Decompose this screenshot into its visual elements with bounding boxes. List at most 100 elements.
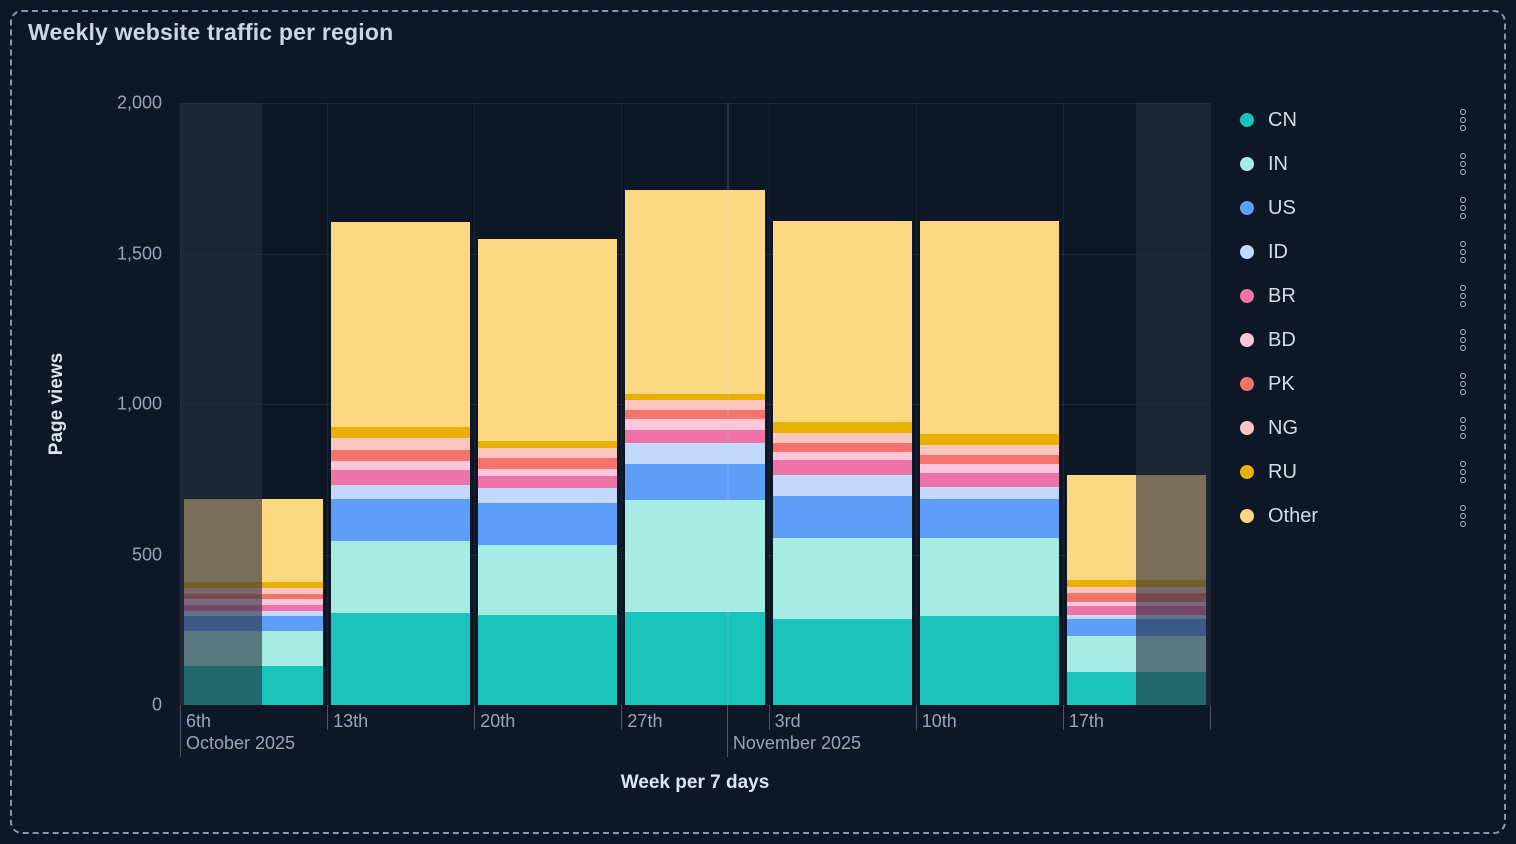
bar-segment-in[interactable]	[331, 540, 471, 614]
legend-item-id[interactable]: ID	[1240, 230, 1474, 274]
bar-segment-ng[interactable]	[478, 448, 618, 459]
kebab-dot	[1460, 461, 1466, 467]
bar-segment-pk[interactable]	[919, 455, 1059, 465]
bar-segment-ru[interactable]	[478, 440, 618, 449]
legend-item-br[interactable]: BR	[1240, 274, 1474, 318]
legend-label: Other	[1268, 504, 1319, 527]
legend-kebab-menu-icon[interactable]	[1460, 417, 1466, 439]
kebab-dot	[1460, 433, 1466, 439]
kebab-dot	[1460, 249, 1466, 255]
bar-segment-ru[interactable]	[772, 422, 912, 434]
bar-segment-pk[interactable]	[331, 449, 471, 461]
legend-item-pk[interactable]: PK	[1240, 362, 1474, 406]
bar-segment-us[interactable]	[919, 498, 1059, 538]
bar-column-27th-oct-2025	[621, 103, 768, 705]
day-label: 13th	[333, 711, 369, 731]
month-label: October 2025	[186, 733, 296, 753]
partial-week-overlay-left	[180, 103, 263, 705]
kebab-dot	[1460, 469, 1466, 475]
bar-segment-bd[interactable]	[919, 464, 1059, 474]
legend-color-dot	[1240, 465, 1254, 479]
legend-item-bd[interactable]: BD	[1240, 318, 1474, 362]
bar-segment-id[interactable]	[331, 484, 471, 499]
legend-item-cn[interactable]: CN	[1240, 98, 1474, 142]
bar-segment-other[interactable]	[625, 190, 765, 394]
kebab-dot	[1460, 117, 1466, 123]
x-tick	[1062, 705, 1064, 730]
legend-kebab-menu-icon[interactable]	[1460, 285, 1466, 307]
bar-segment-br[interactable]	[625, 429, 765, 444]
legend-kebab-menu-icon[interactable]	[1460, 373, 1466, 395]
bar-segment-other[interactable]	[478, 238, 618, 441]
x-tick	[1210, 705, 1211, 730]
bar-segment-ng[interactable]	[331, 438, 471, 450]
bar-segment-pk[interactable]	[478, 458, 618, 469]
bar-segment-br[interactable]	[1066, 605, 1206, 615]
bar-segment-cn[interactable]	[478, 614, 618, 705]
bar-segment-br[interactable]	[772, 459, 912, 475]
legend-item-ru[interactable]: RU	[1240, 450, 1474, 494]
bar-segment-br[interactable]	[919, 473, 1059, 487]
bar-segment-id[interactable]	[772, 474, 912, 496]
bar-segment-ru[interactable]	[1066, 579, 1206, 588]
bar-segment-us[interactable]	[331, 498, 471, 541]
x-tick	[621, 705, 623, 730]
legend-item-ng[interactable]: NG	[1240, 406, 1474, 450]
bar-segment-in[interactable]	[478, 545, 618, 615]
bar-segment-cn[interactable]	[919, 616, 1059, 705]
legend-kebab-menu-icon[interactable]	[1460, 241, 1466, 263]
bar-segment-ng[interactable]	[772, 433, 912, 444]
legend-kebab-menu-icon[interactable]	[1460, 197, 1466, 219]
bar-segment-ru[interactable]	[331, 427, 471, 439]
bar-segment-pk[interactable]	[772, 443, 912, 453]
bar-segment-cn[interactable]	[772, 619, 912, 705]
bar-segment-bd[interactable]	[625, 419, 765, 430]
x-tick	[915, 705, 917, 730]
legend-label: US	[1268, 196, 1296, 219]
bar-segment-us[interactable]	[772, 495, 912, 538]
month-tick	[726, 705, 728, 757]
bar-segment-ng[interactable]	[919, 444, 1059, 456]
legend-kebab-menu-icon[interactable]	[1460, 153, 1466, 175]
legend-kebab-menu-icon[interactable]	[1460, 505, 1466, 527]
legend-kebab-menu-icon[interactable]	[1460, 329, 1466, 351]
bar-segment-other[interactable]	[772, 221, 912, 423]
bar-segment-bd[interactable]	[331, 460, 471, 470]
bar-segment-other[interactable]	[919, 221, 1059, 435]
bar-column-20th-oct-2025	[474, 103, 621, 705]
bar-segment-id[interactable]	[625, 443, 765, 465]
bar-segment-bd[interactable]	[478, 468, 618, 477]
legend-item-in[interactable]: IN	[1240, 142, 1474, 186]
legend-item-us[interactable]: US	[1240, 186, 1474, 230]
kebab-dot	[1460, 109, 1466, 115]
bar-segment-cn[interactable]	[625, 611, 765, 705]
legend-kebab-menu-icon[interactable]	[1460, 461, 1466, 483]
stacked-bar-27th-oct-2025	[625, 190, 765, 705]
partial-week-overlay-right	[1136, 103, 1210, 705]
bar-segment-id[interactable]	[919, 486, 1059, 499]
bar-segment-in[interactable]	[625, 500, 765, 612]
bar-segment-ng[interactable]	[625, 400, 765, 411]
kebab-dot	[1460, 329, 1466, 335]
bar-segment-bd[interactable]	[772, 452, 912, 460]
bar-segment-in[interactable]	[919, 537, 1059, 617]
legend-kebab-menu-icon[interactable]	[1460, 109, 1466, 131]
legend-label: BR	[1268, 284, 1296, 307]
bar-segment-ru[interactable]	[919, 434, 1059, 445]
bar-segment-pk[interactable]	[1066, 593, 1206, 602]
bar-segment-us[interactable]	[478, 503, 618, 546]
bar-segment-in[interactable]	[772, 537, 912, 620]
bar-segment-br[interactable]	[478, 476, 618, 489]
bar-segment-id[interactable]	[478, 488, 618, 504]
bar-segment-br[interactable]	[331, 469, 471, 485]
bar-segment-us[interactable]	[625, 464, 765, 501]
bar-segment-pk[interactable]	[625, 410, 765, 420]
bar-segment-ru[interactable]	[625, 393, 765, 401]
legend-color-dot	[1240, 421, 1254, 435]
bar-segment-id[interactable]	[1066, 614, 1206, 620]
bar-segment-bd[interactable]	[1066, 601, 1206, 606]
bar-segment-cn[interactable]	[331, 613, 471, 705]
legend-item-other[interactable]: Other	[1240, 494, 1474, 538]
bar-segment-ng[interactable]	[1066, 587, 1206, 594]
bar-segment-other[interactable]	[331, 221, 471, 428]
